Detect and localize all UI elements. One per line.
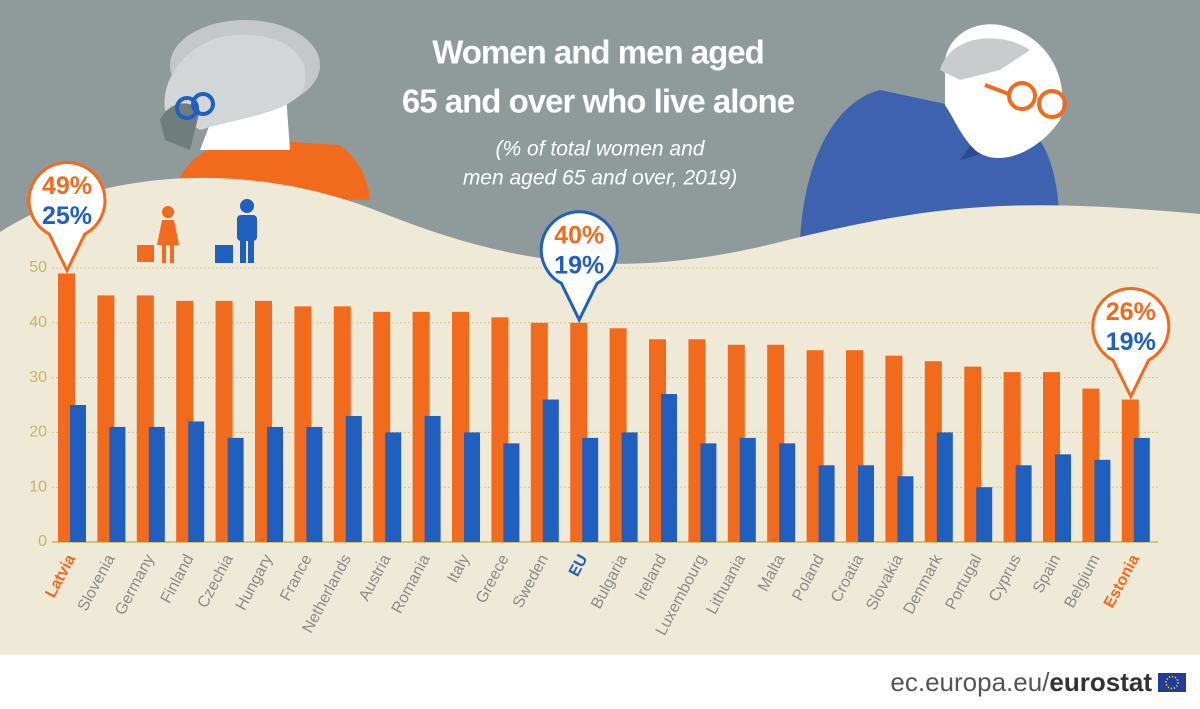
chart-subtitle: (% of total women and	[496, 138, 706, 161]
bar	[1015, 465, 1032, 542]
y-tick-label: 40	[29, 314, 47, 331]
bar	[1094, 459, 1111, 542]
bar	[345, 415, 362, 542]
value-label: 49%	[42, 172, 92, 200]
footer	[0, 655, 1200, 709]
eu-flag	[1158, 673, 1186, 692]
callout	[539, 210, 619, 324]
chart-title: 65 and over who live alone	[402, 83, 795, 120]
bar	[109, 426, 126, 542]
source-name: eurostat	[1049, 667, 1152, 697]
bar	[1055, 454, 1071, 542]
y-tick-label: 0	[38, 533, 47, 550]
bar	[739, 437, 756, 542]
chart-subtitle: men aged 65 and over, 2019)	[463, 167, 737, 190]
legend-swatch	[137, 245, 154, 262]
bar	[897, 476, 914, 542]
bar	[306, 426, 323, 542]
man-figure	[800, 24, 1067, 240]
y-tick-label: 50	[29, 259, 47, 276]
y-tick-label: 30	[29, 369, 47, 386]
bar	[148, 426, 165, 542]
bar	[542, 399, 559, 542]
value-label: 25%	[42, 202, 92, 230]
bar	[936, 432, 953, 542]
value-label: 40%	[554, 221, 604, 249]
bar	[1133, 437, 1150, 542]
bar	[661, 394, 677, 542]
source-domain: ec.europa.eu/	[890, 667, 1050, 697]
bar	[779, 443, 796, 542]
callout	[27, 160, 107, 274]
legend	[137, 199, 257, 263]
bar	[385, 432, 402, 542]
callout	[1091, 287, 1171, 400]
source: ec.europa.eu/eurostat	[890, 667, 1152, 697]
bar	[70, 405, 86, 542]
bar	[503, 443, 520, 542]
bar	[700, 443, 717, 542]
woman-figure	[160, 20, 370, 200]
bar	[267, 426, 283, 542]
y-tick-label: 20	[29, 424, 47, 441]
legend-swatch	[215, 245, 233, 263]
woman-icon	[157, 206, 179, 263]
bar	[621, 432, 638, 542]
chart-title: Women and men aged	[432, 34, 764, 71]
bar	[582, 437, 599, 542]
value-label: 26%	[1106, 298, 1156, 326]
value-label: 19%	[1106, 328, 1156, 356]
bar	[464, 432, 480, 542]
bar	[858, 465, 874, 542]
bar	[424, 415, 441, 542]
value-label: 19%	[554, 251, 604, 279]
y-tick-label: 10	[29, 478, 47, 495]
bar	[818, 465, 835, 542]
bar	[976, 487, 993, 542]
man-icon	[237, 199, 257, 263]
bar	[188, 421, 205, 542]
bar	[227, 437, 244, 542]
